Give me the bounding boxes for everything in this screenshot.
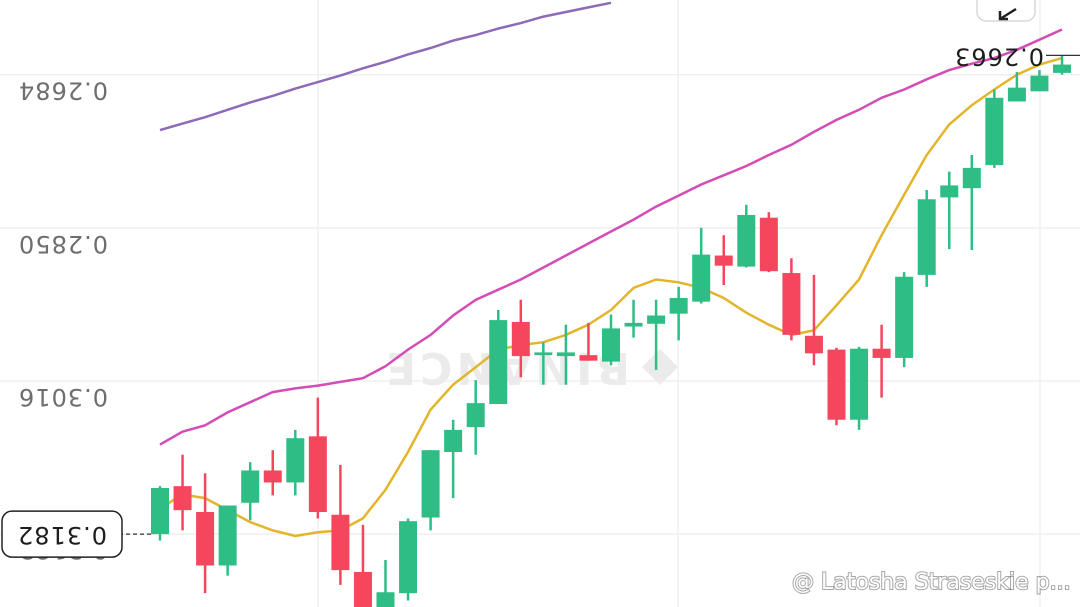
candle-body xyxy=(737,214,756,267)
moving-average-line xyxy=(159,28,1063,446)
candle-body xyxy=(399,521,418,594)
candle-body xyxy=(759,217,778,272)
candle-body xyxy=(489,320,508,405)
candle-body xyxy=(511,321,530,357)
candle-body xyxy=(827,349,846,420)
credit-text: @ Latosha Straseskie p... xyxy=(792,570,1071,595)
moving-averages xyxy=(159,1,1063,538)
candle-body xyxy=(308,436,327,512)
candle-body xyxy=(466,403,485,428)
candle-body xyxy=(804,335,823,354)
y-tick-label: 0.2684 xyxy=(18,77,108,105)
candle-body xyxy=(173,486,192,511)
candle-body xyxy=(218,505,237,566)
candle-body xyxy=(196,511,215,566)
expand-button[interactable] xyxy=(976,0,1036,22)
candle-body xyxy=(782,273,801,335)
low-marker-label: 0.2663 xyxy=(954,42,1044,70)
candle-body xyxy=(331,514,350,571)
credit-watermark: @ Latosha Straseskie p... xyxy=(767,569,1072,596)
candle-body xyxy=(286,438,305,483)
candle-body xyxy=(241,470,260,503)
moving-average-line xyxy=(159,1,612,132)
candle-body xyxy=(624,322,643,327)
candle-body xyxy=(444,429,463,453)
credit-icon xyxy=(767,574,785,592)
candle-body xyxy=(263,470,282,483)
candles xyxy=(151,55,1071,607)
candle-body xyxy=(962,167,981,189)
markers: 0.2663 0.3182 xyxy=(1,42,1080,558)
candle-body xyxy=(985,97,1004,166)
candle-body xyxy=(692,254,711,302)
candle-body xyxy=(850,348,869,420)
candle-body xyxy=(1030,75,1049,92)
candle-body xyxy=(1053,64,1071,73)
candle-body xyxy=(579,355,598,361)
grid xyxy=(0,73,1080,535)
candle-body xyxy=(421,450,440,518)
candle-body xyxy=(353,571,372,607)
candle-body xyxy=(940,185,959,198)
candle-body xyxy=(1007,87,1026,102)
moving-average-line xyxy=(159,56,1063,538)
y-tick-label: 0.2850 xyxy=(18,230,108,258)
candle-body xyxy=(556,352,575,357)
candle-body xyxy=(534,352,553,356)
y-tick-label: 0.3016 xyxy=(18,383,108,411)
candle-body xyxy=(602,328,620,362)
candle-body xyxy=(669,297,688,314)
price-tag-label: 0.3182 xyxy=(17,521,107,549)
button-arrow xyxy=(998,7,1017,21)
candle-body xyxy=(647,315,666,324)
candle-body xyxy=(917,199,936,275)
price-tag-frame xyxy=(1,510,123,558)
button-frame xyxy=(976,0,1036,22)
candle-body xyxy=(872,348,891,358)
candle-body xyxy=(376,592,395,607)
candle-body xyxy=(714,255,733,266)
candle-body xyxy=(895,276,914,358)
candle-body xyxy=(151,487,169,535)
logo-icon xyxy=(642,349,678,385)
